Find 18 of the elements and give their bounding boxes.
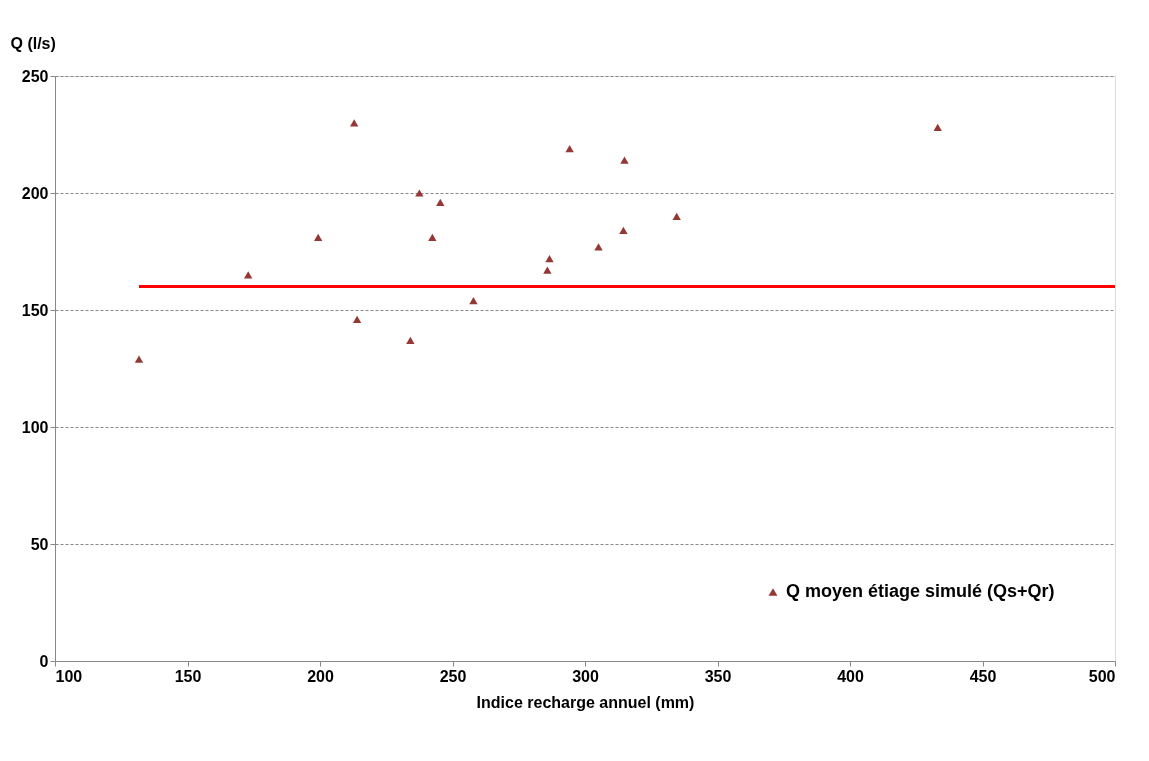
y-tick-label: 50 xyxy=(30,535,49,553)
y-tick-label: 200 xyxy=(21,184,49,202)
x-tick-label: 100 xyxy=(55,667,83,685)
y-axis-title: Q (l/s) xyxy=(10,34,56,52)
y-tick-label: 0 xyxy=(39,652,49,670)
x-tick-label: 350 xyxy=(704,667,732,685)
x-tick-label: 150 xyxy=(174,667,202,685)
y-tick-label: 150 xyxy=(21,301,49,319)
y-tick-label: 250 xyxy=(21,67,49,85)
x-axis-title: Indice recharge annuel (mm) xyxy=(476,693,695,711)
x-tick-label: 200 xyxy=(307,667,334,685)
x-tick-label: 250 xyxy=(439,667,467,685)
x-tick-label: 300 xyxy=(572,667,599,685)
y-tick-label: 100 xyxy=(21,418,49,436)
legend-label: Q moyen étiage simulé (Qs+Qr) xyxy=(786,581,1055,601)
x-tick-label: 400 xyxy=(837,667,864,685)
x-tick-label: 500 xyxy=(1088,667,1116,685)
x-tick-label: 450 xyxy=(969,667,997,685)
